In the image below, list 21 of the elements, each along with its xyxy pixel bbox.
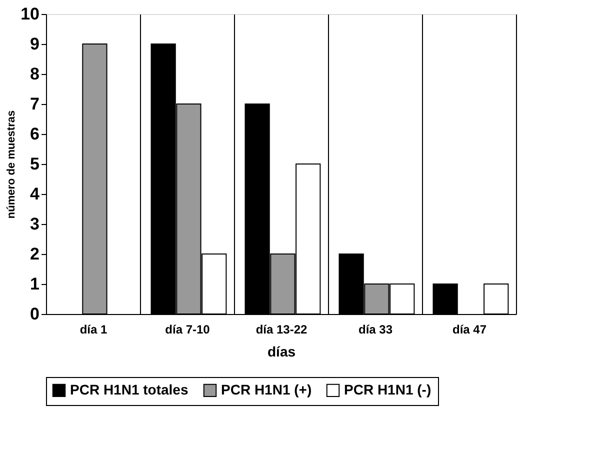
x-tick-label: día 7-10 <box>165 322 210 336</box>
y-tick-label: 10 <box>20 4 40 24</box>
legend-label: PCR H1N1 (-) <box>344 381 432 398</box>
y-tick-label: 4 <box>30 184 40 204</box>
legend-label: PCR H1N1 (+) <box>221 381 312 398</box>
y-tick-label: 9 <box>30 34 40 54</box>
y-tick-label: 0 <box>30 304 40 324</box>
y-tick-label: 2 <box>30 244 40 264</box>
y-tick-label: 7 <box>30 94 40 114</box>
x-tick-label: día 47 <box>452 322 487 336</box>
x-tick-label: día 1 <box>80 322 108 336</box>
y-tick-label: 8 <box>30 64 40 84</box>
x-tick-label: día 13-22 <box>256 322 308 336</box>
y-tick-label: 5 <box>30 154 40 174</box>
y-tick-label: 1 <box>30 274 40 294</box>
legend-label: PCR H1N1 totales <box>70 381 188 398</box>
x-axis-title: días <box>267 344 296 360</box>
x-tick-label: día 33 <box>358 322 393 336</box>
y-axis-title: número de muestras <box>6 110 18 219</box>
y-tick-label: 3 <box>30 214 40 234</box>
y-tick-label: 6 <box>30 124 40 144</box>
